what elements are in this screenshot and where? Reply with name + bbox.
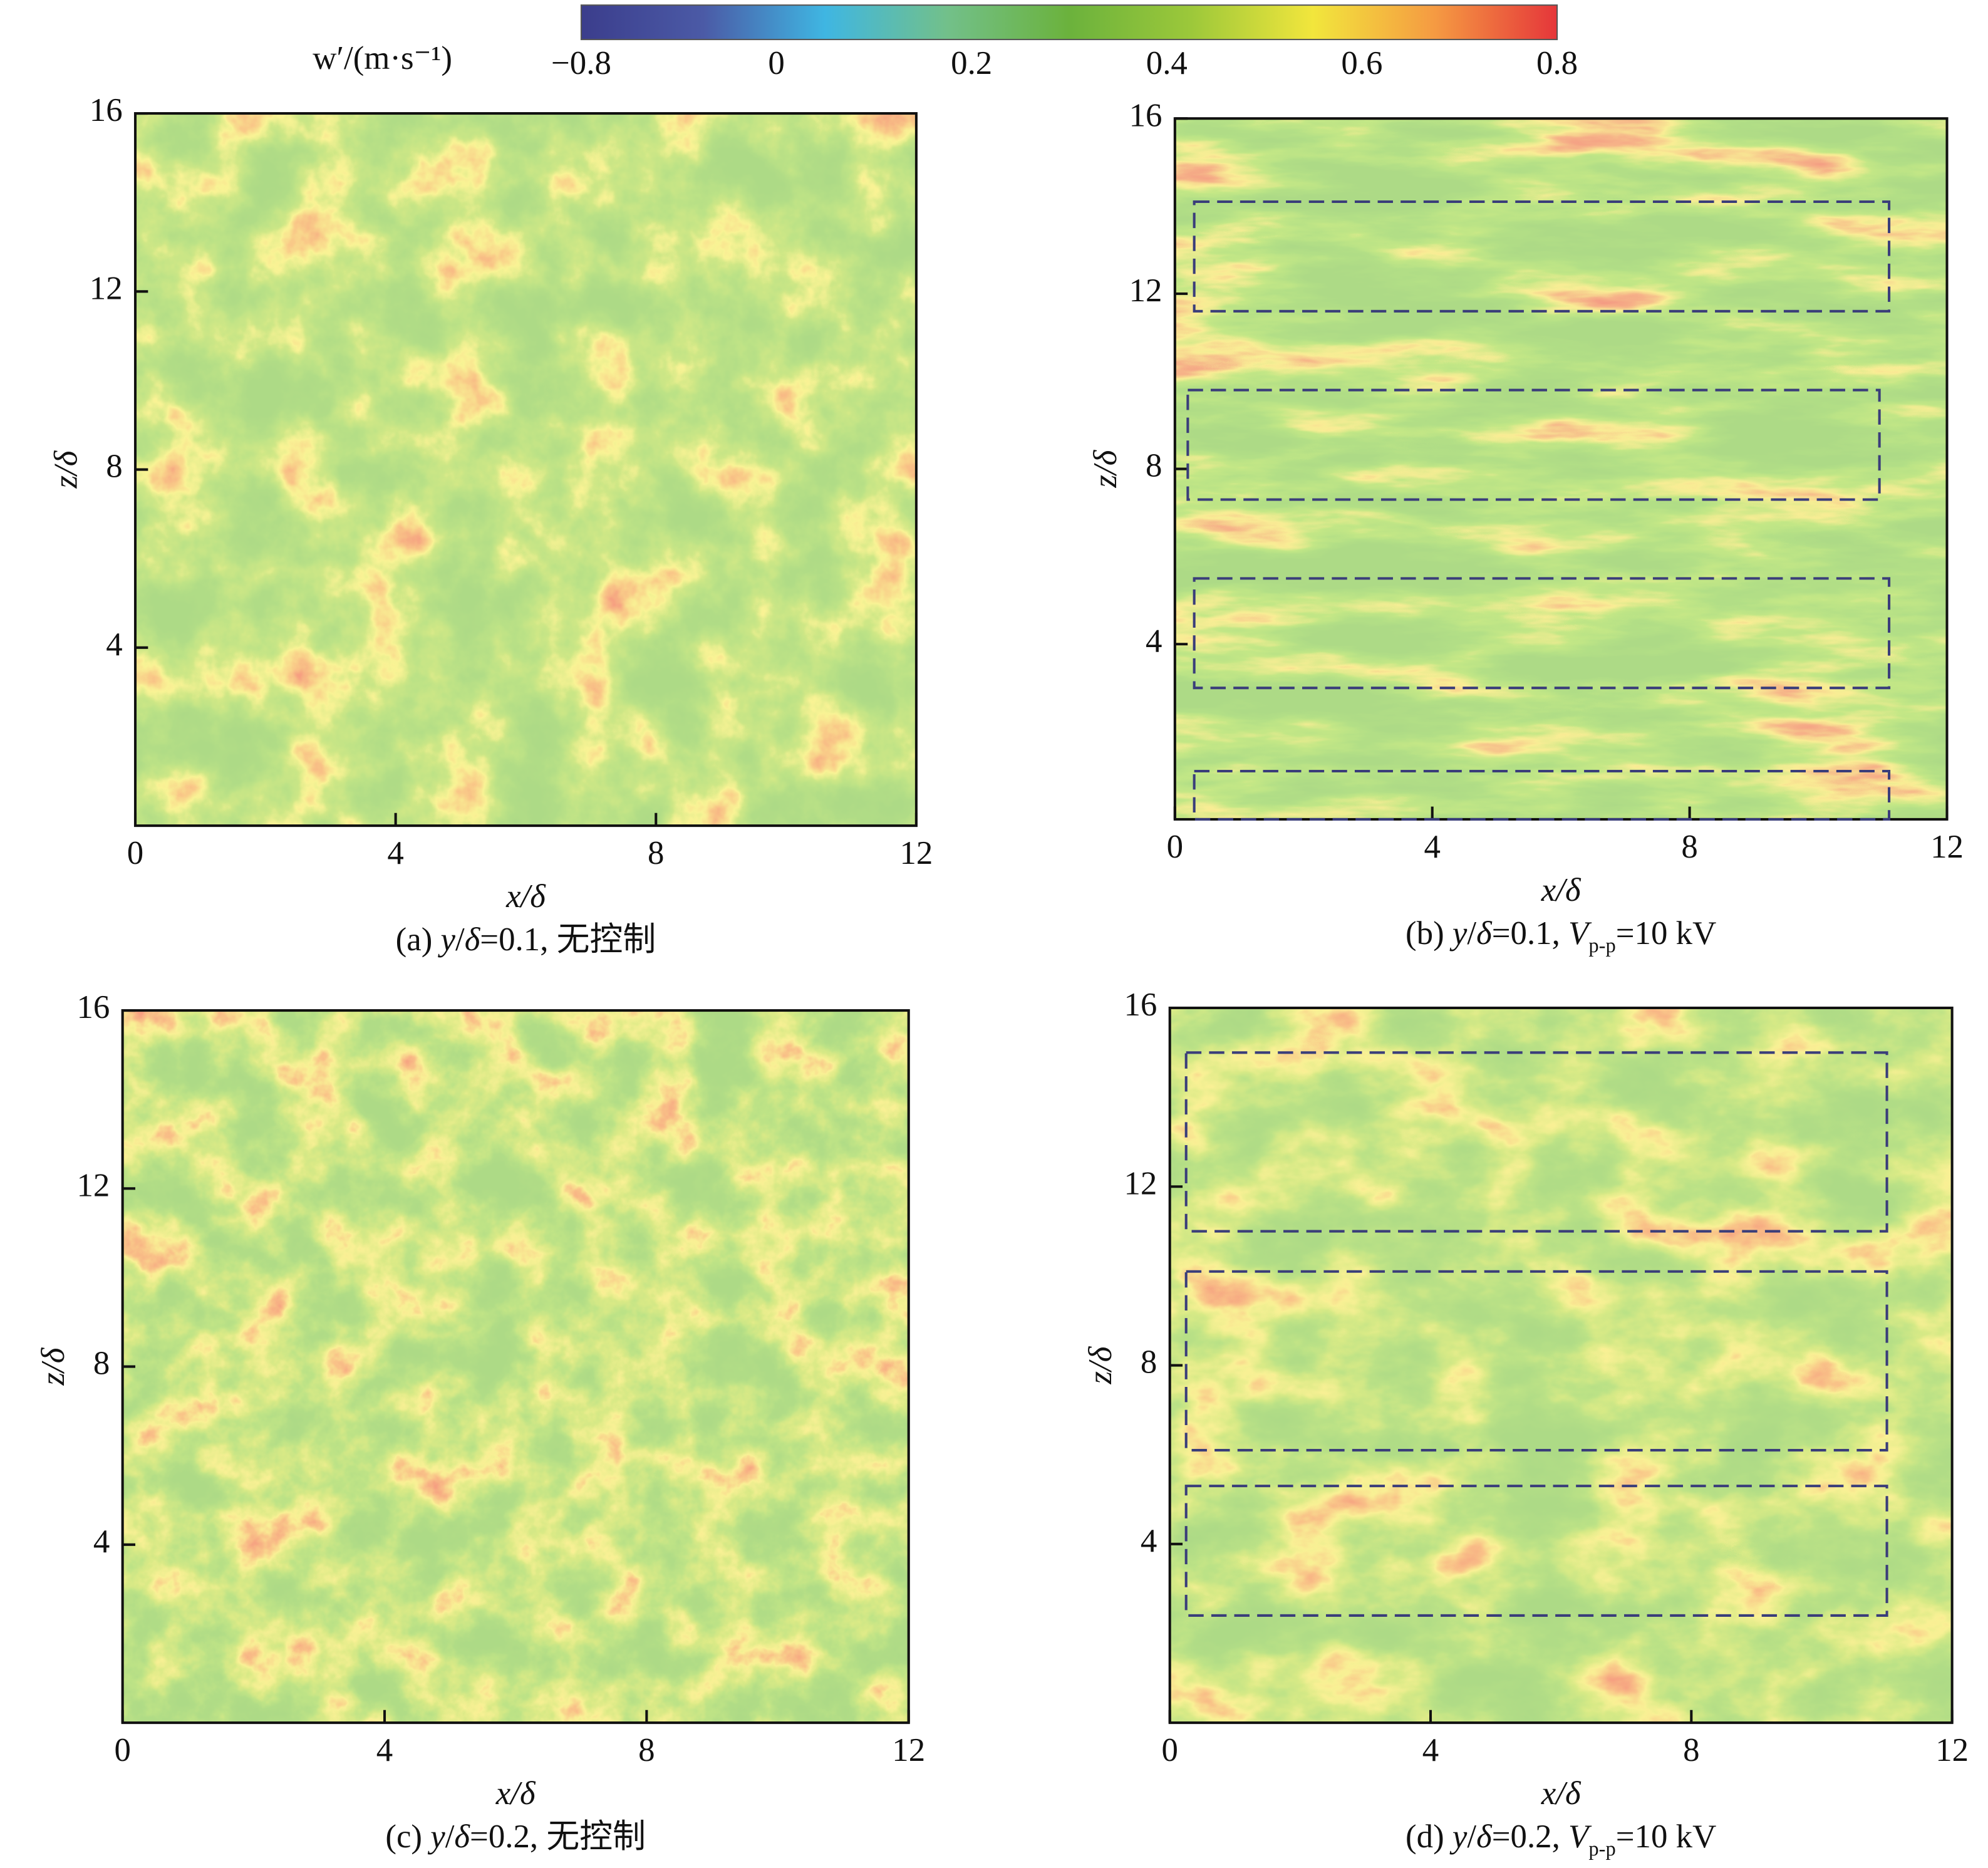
y-tick-label: 12 <box>76 1167 110 1203</box>
y-tick-label: 16 <box>90 92 123 128</box>
region-box <box>1186 388 1881 501</box>
caption-part: / <box>1467 1819 1476 1855</box>
caption-part: p-p <box>1588 935 1615 958</box>
caption-part: =0.2, 无控制 <box>470 1819 646 1855</box>
x-tick-label: 0 <box>127 835 143 871</box>
x-tick-label: 4 <box>376 1732 393 1768</box>
colorbar-label: w′/(m·s⁻¹) <box>313 40 452 76</box>
x-tick-label: 8 <box>638 1732 655 1768</box>
y-tick-label: 4 <box>1141 1523 1157 1559</box>
x-tick-label: 12 <box>899 835 933 871</box>
x-tick-label: 4 <box>1424 829 1441 865</box>
caption-part: (d) <box>1406 1819 1452 1855</box>
x-tick-label: 8 <box>648 835 664 871</box>
x-tick-label: 4 <box>387 835 403 871</box>
y-tick-label: 4 <box>93 1523 110 1560</box>
caption-part: / <box>455 921 465 958</box>
caption-part: =0.2, <box>1492 1819 1568 1855</box>
y-axis-label: z/δ <box>1082 1346 1119 1384</box>
colorbar-tick-label: 0.4 <box>1146 45 1188 81</box>
y-axis-label: z/δ <box>35 1347 71 1386</box>
caption-part: δ <box>454 1819 470 1855</box>
caption-part: δ <box>1476 1819 1493 1855</box>
caption-part: =0.1, <box>1492 915 1568 952</box>
region-box <box>1184 1051 1888 1233</box>
colorbar-tick-label: 0.6 <box>1341 45 1382 81</box>
x-tick-label: 0 <box>1161 1732 1178 1768</box>
x-axis-label: x/δ <box>1541 872 1582 908</box>
y-tick-label: 16 <box>1129 97 1162 133</box>
x-tick-label: 0 <box>114 1732 130 1768</box>
caption-part: y <box>427 1819 445 1855</box>
x-tick-label: 0 <box>1167 829 1183 865</box>
y-axis-label: z/δ <box>48 450 84 489</box>
caption-part: (b) <box>1406 915 1452 952</box>
caption: (a) y/δ=0.1, 无控制 <box>396 921 656 958</box>
colorbar-tick-label: 0.8 <box>1536 45 1578 81</box>
y-tick-label: 8 <box>93 1346 110 1382</box>
caption-part: V <box>1568 1819 1592 1855</box>
heatmap-field <box>1169 1007 1952 1723</box>
caption-part: δ <box>465 921 481 958</box>
y-tick-label: 12 <box>1129 272 1162 309</box>
x-tick-label: 12 <box>892 1732 925 1768</box>
x-tick-label: 8 <box>1683 1732 1699 1768</box>
x-axis-label: x/δ <box>505 878 546 915</box>
colorbar-tick-label: 0.2 <box>951 45 992 81</box>
y-tick-label: 16 <box>1124 987 1157 1023</box>
caption-part: V <box>1568 915 1592 952</box>
x-tick-label: 8 <box>1681 829 1697 865</box>
colorbar-tick-label: −0.8 <box>551 45 611 81</box>
caption: (b) y/δ=0.1, Vp-p=10 kV <box>1406 915 1716 957</box>
colorbar-tick-label: 0 <box>768 45 784 81</box>
region-box <box>1193 200 1891 313</box>
caption-part: y <box>1449 1819 1468 1855</box>
colorbar <box>580 4 1558 41</box>
heatmap-field <box>1174 118 1947 819</box>
y-tick-label: 8 <box>106 449 122 485</box>
y-axis-label: z/δ <box>1087 449 1124 488</box>
y-tick-label: 12 <box>1124 1165 1157 1201</box>
x-tick-label: 12 <box>1930 829 1964 865</box>
y-tick-label: 12 <box>90 270 123 306</box>
y-tick-label: 16 <box>76 989 110 1025</box>
y-tick-label: 4 <box>1146 623 1162 659</box>
region-box <box>1193 769 1891 821</box>
region-box <box>1193 577 1891 690</box>
caption-part: (a) <box>396 921 441 958</box>
y-tick-label: 8 <box>1141 1344 1157 1381</box>
heatmap-field <box>135 113 916 826</box>
y-tick-label: 8 <box>1146 448 1162 484</box>
caption-part: δ <box>1476 915 1493 952</box>
caption-part: / <box>445 1819 455 1855</box>
x-tick-label: 4 <box>1422 1732 1439 1768</box>
caption: (d) y/δ=0.2, Vp-p=10 kV <box>1406 1819 1716 1860</box>
caption-part: y <box>438 921 456 958</box>
caption-part: =0.1, 无控制 <box>480 921 656 958</box>
caption-part: y <box>1449 915 1468 952</box>
region-box <box>1184 1270 1888 1452</box>
x-axis-label: x/δ <box>495 1775 536 1812</box>
heatmap-field <box>122 1010 909 1723</box>
caption-part: =10 kV <box>1616 915 1717 952</box>
caption-part: (c) <box>385 1819 430 1855</box>
x-axis-label: x/δ <box>1541 1775 1582 1812</box>
x-tick-label: 12 <box>1935 1732 1969 1768</box>
caption-part: =10 kV <box>1616 1819 1717 1855</box>
caption: (c) y/δ=0.2, 无控制 <box>385 1819 646 1855</box>
caption-part: p-p <box>1588 1839 1615 1861</box>
caption-part: / <box>1467 915 1476 952</box>
y-tick-label: 4 <box>106 626 122 663</box>
region-box <box>1184 1485 1888 1617</box>
